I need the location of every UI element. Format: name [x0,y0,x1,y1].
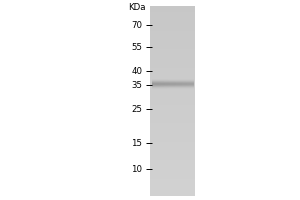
Text: 40: 40 [131,66,142,75]
Text: 35: 35 [131,81,142,90]
Text: 10: 10 [131,164,142,173]
Text: 15: 15 [131,138,142,148]
Text: 70: 70 [131,21,142,29]
Text: 25: 25 [131,104,142,114]
Text: KDa: KDa [128,3,146,12]
Text: 55: 55 [131,43,142,51]
